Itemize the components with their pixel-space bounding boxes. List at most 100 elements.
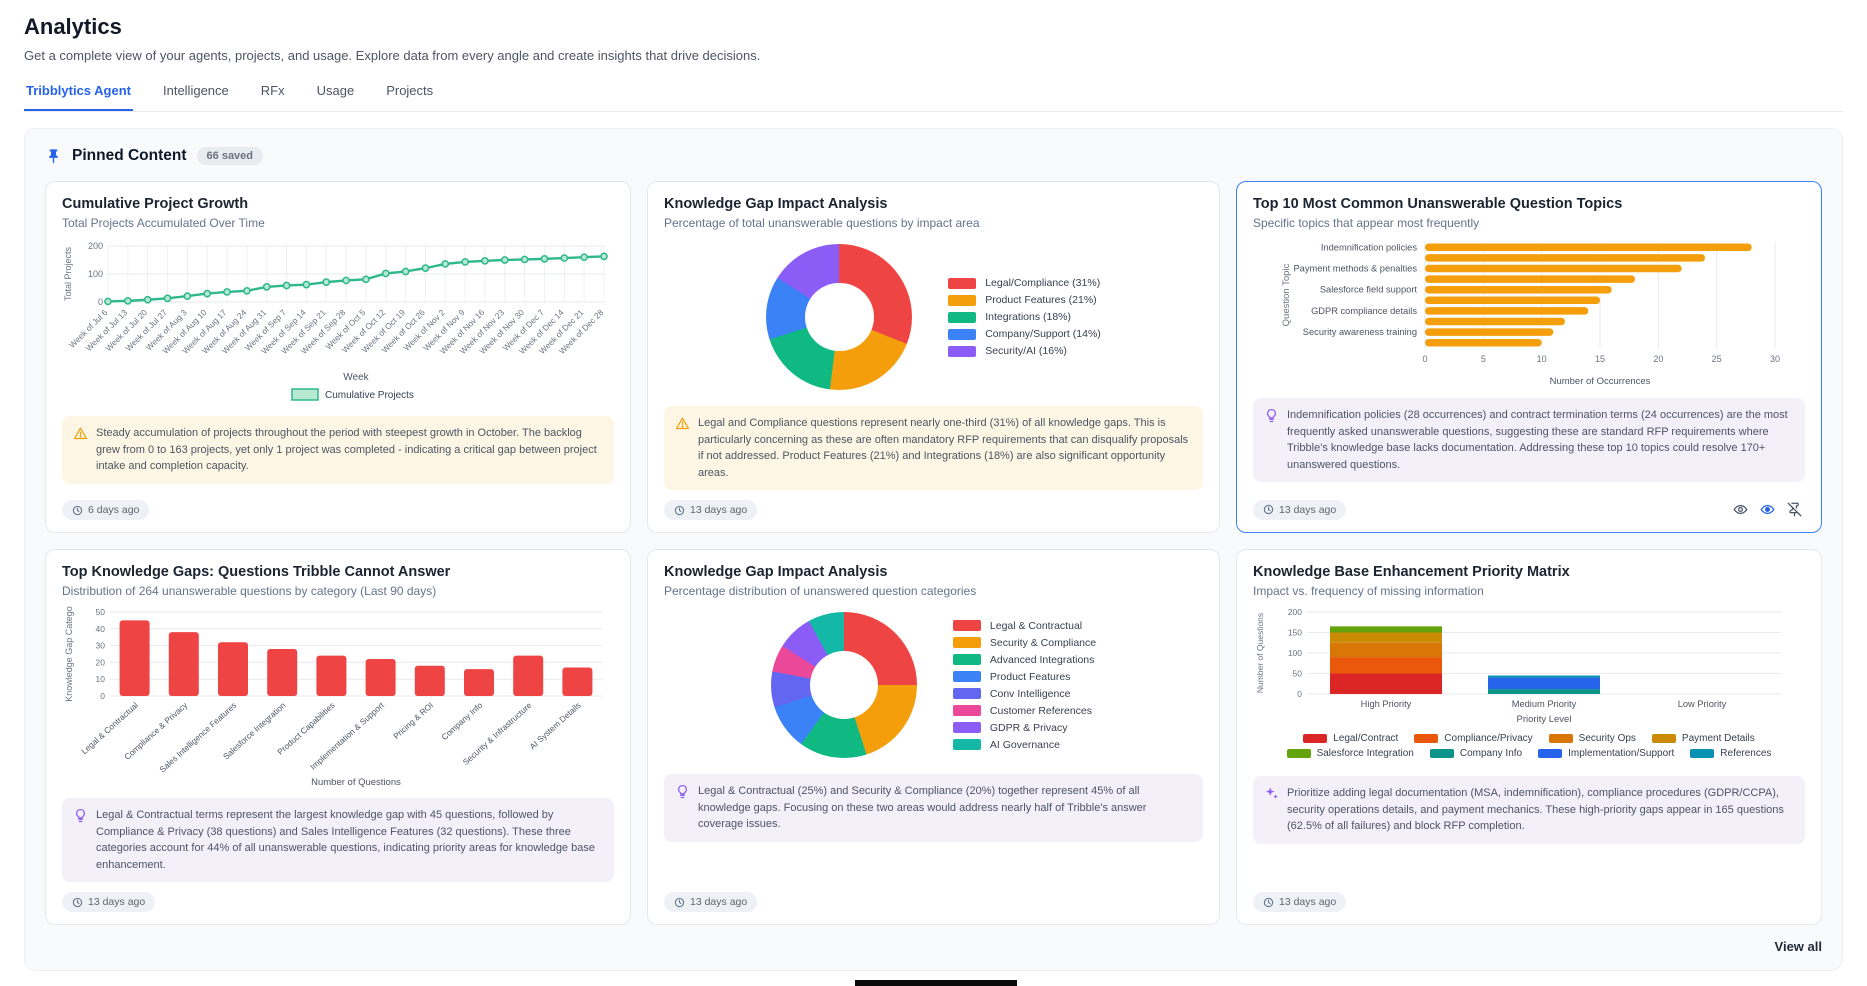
timestamp-text: 13 days ago: [690, 504, 748, 516]
insight-box: Steady accumulation of projects througho…: [62, 416, 614, 484]
svg-text:10: 10: [96, 674, 106, 684]
svg-text:Number of Occurrences: Number of Occurrences: [1550, 376, 1651, 387]
tab-usage[interactable]: Usage: [315, 83, 357, 111]
view-all-link[interactable]: View all: [1774, 939, 1822, 954]
card-footer: 13 days ago: [1253, 882, 1805, 912]
card-footer: 13 days ago: [62, 882, 614, 912]
insight-box: Legal & Contractual (25%) and Security &…: [664, 774, 1203, 842]
svg-text:0: 0: [1422, 354, 1427, 364]
page-title: Analytics: [24, 14, 122, 39]
svg-text:20: 20: [1653, 354, 1663, 364]
svg-text:10: 10: [1537, 354, 1547, 364]
svg-text:Low Priority: Low Priority: [1678, 699, 1727, 709]
svg-text:Security awareness training: Security awareness training: [1303, 327, 1417, 337]
insight-box: Legal and Compliance questions represent…: [664, 406, 1203, 490]
svg-text:0: 0: [98, 297, 103, 307]
tab-bar: Tribblytics Agent Intelligence RFx Usage…: [24, 83, 1843, 112]
card-priority-matrix[interactable]: Knowledge Base Enhancement Priority Matr…: [1236, 549, 1822, 925]
timestamp-badge: 13 days ago: [1253, 892, 1347, 912]
card-knowledge-gap-impact-analysis-2[interactable]: Knowledge Gap Impact Analysis Percentage…: [647, 549, 1220, 925]
saved-count-badge: 66 saved: [196, 147, 264, 165]
card-title: Knowledge Gap Impact Analysis: [664, 196, 888, 212]
insight-box: Indemnification policies (28 occurrences…: [1253, 398, 1805, 482]
card-knowledge-gap-impact-analysis[interactable]: Knowledge Gap Impact Analysis Percentage…: [647, 181, 1220, 533]
svg-text:200: 200: [88, 241, 103, 251]
svg-text:40: 40: [96, 624, 106, 634]
lightbulb-icon: [1264, 408, 1279, 473]
card-footer: 13 days ago: [1253, 489, 1805, 520]
pin-icon: [45, 148, 62, 165]
lightbulb-icon: [73, 808, 88, 873]
svg-text:Medium Priority: Medium Priority: [1512, 699, 1577, 709]
svg-text:GDPR compliance details: GDPR compliance details: [1311, 306, 1417, 316]
donut-chart: Legal/Compliance (31%) Product Features (…: [664, 238, 1203, 396]
card-top-knowledge-gaps[interactable]: Top Knowledge Gaps: Questions Tribble Ca…: [45, 549, 631, 925]
svg-text:Question Topic: Question Topic: [1281, 263, 1292, 326]
card-top-10-unanswerable-topics[interactable]: Top 10 Most Common Unanswerable Question…: [1236, 181, 1822, 533]
sparkles-icon: [1264, 786, 1279, 835]
tab-projects[interactable]: Projects: [384, 83, 435, 111]
svg-text:Total Projects: Total Projects: [63, 246, 73, 301]
svg-text:50: 50: [96, 607, 106, 617]
clock-icon: [674, 897, 685, 908]
bar-chart: 0 10 20 30 40 50 Knowledge Gap Catego Legal & C…: [62, 606, 614, 788]
svg-text:100: 100: [1288, 648, 1302, 658]
clock-icon: [1263, 897, 1274, 908]
card-subtitle: Total Projects Accumulated Over Time: [62, 216, 265, 230]
tab-tribblytics-agent[interactable]: Tribblytics Agent: [24, 83, 133, 111]
unpin-icon-button[interactable]: [1784, 499, 1805, 520]
card-title: Knowledge Gap Impact Analysis: [664, 564, 888, 580]
clock-icon: [72, 897, 83, 908]
pinned-content-section: Pinned Content 66 saved Cumulative Proje…: [24, 128, 1843, 971]
timestamp-badge: 13 days ago: [62, 892, 156, 912]
card-title: Cumulative Project Growth: [62, 196, 249, 212]
insight-text: Legal and Compliance questions represent…: [698, 417, 1189, 479]
svg-text:Cumulative Projects: Cumulative Projects: [325, 390, 414, 401]
insight-box: Prioritize adding legal documentation (M…: [1253, 776, 1805, 844]
line-chart: 0 100 200 Total Projects Week of Jul 6 Week o…: [62, 238, 614, 406]
horizontal-bar-chart: 0 5 10 15 20 25 30 Indemnification policies Paym…: [1253, 238, 1805, 388]
svg-text:0: 0: [1297, 689, 1302, 699]
card-title: Top Knowledge Gaps: Questions Tribble Ca…: [62, 564, 451, 580]
view-icon-button[interactable]: [1730, 499, 1751, 520]
card-subtitle: Percentage of total unanswerable questio…: [664, 216, 980, 230]
pinned-cards-grid: Cumulative Project Growth Total Projects…: [45, 181, 1822, 925]
card-cumulative-project-growth[interactable]: Cumulative Project Growth Total Projects…: [45, 181, 631, 533]
svg-text:Week: Week: [343, 372, 369, 383]
card-subtitle: Percentage distribution of unanswered qu…: [664, 584, 977, 598]
card-actions: [1730, 499, 1805, 520]
donut-chart: Legal & Contractual Security & Compliance…: [664, 606, 1203, 764]
insights-eye-icon-button[interactable]: [1757, 499, 1778, 520]
tab-intelligence[interactable]: Intelligence: [161, 83, 231, 111]
svg-text:200: 200: [1288, 607, 1302, 617]
timestamp-badge: 6 days ago: [62, 500, 150, 520]
svg-text:Company Info: Company Info: [439, 700, 484, 742]
lightbulb-icon: [675, 784, 690, 833]
card-subtitle: Distribution of 264 unanswerable questio…: [62, 584, 437, 598]
tab-rfx[interactable]: RFx: [259, 83, 287, 111]
insight-text: Indemnification policies (28 occurrences…: [1287, 409, 1788, 471]
clock-icon: [674, 505, 685, 516]
svg-text:100: 100: [88, 269, 103, 279]
warning-icon: [73, 426, 88, 475]
timestamp-text: 13 days ago: [88, 896, 146, 908]
insight-text: Steady accumulation of projects througho…: [96, 427, 597, 472]
insight-text: Prioritize adding legal documentation (M…: [1287, 787, 1784, 832]
pinned-content-header: Pinned Content 66 saved: [45, 147, 1822, 165]
insight-box: Legal & Contractual terms represent the …: [62, 798, 614, 882]
page-subtitle: Get a complete view of your agents, proj…: [24, 48, 761, 63]
warning-icon: [675, 416, 690, 481]
card-title: Top 10 Most Common Unanswerable Question…: [1253, 196, 1623, 212]
svg-text:50: 50: [1293, 669, 1303, 679]
clock-icon: [1263, 504, 1274, 515]
svg-text:Indemnification policies: Indemnification policies: [1321, 242, 1417, 252]
insight-text: Legal & Contractual (25%) and Security &…: [698, 785, 1147, 830]
svg-text:Pricing & ROI: Pricing & ROI: [391, 700, 435, 741]
svg-text:30: 30: [96, 641, 106, 651]
pinned-content-title: Pinned Content: [72, 147, 187, 164]
svg-text:High Priority: High Priority: [1361, 699, 1412, 709]
timestamp-text: 13 days ago: [1279, 503, 1337, 516]
svg-text:Salesforce field support: Salesforce field support: [1320, 285, 1418, 295]
card-subtitle: Specific topics that appear most frequen…: [1253, 216, 1480, 230]
